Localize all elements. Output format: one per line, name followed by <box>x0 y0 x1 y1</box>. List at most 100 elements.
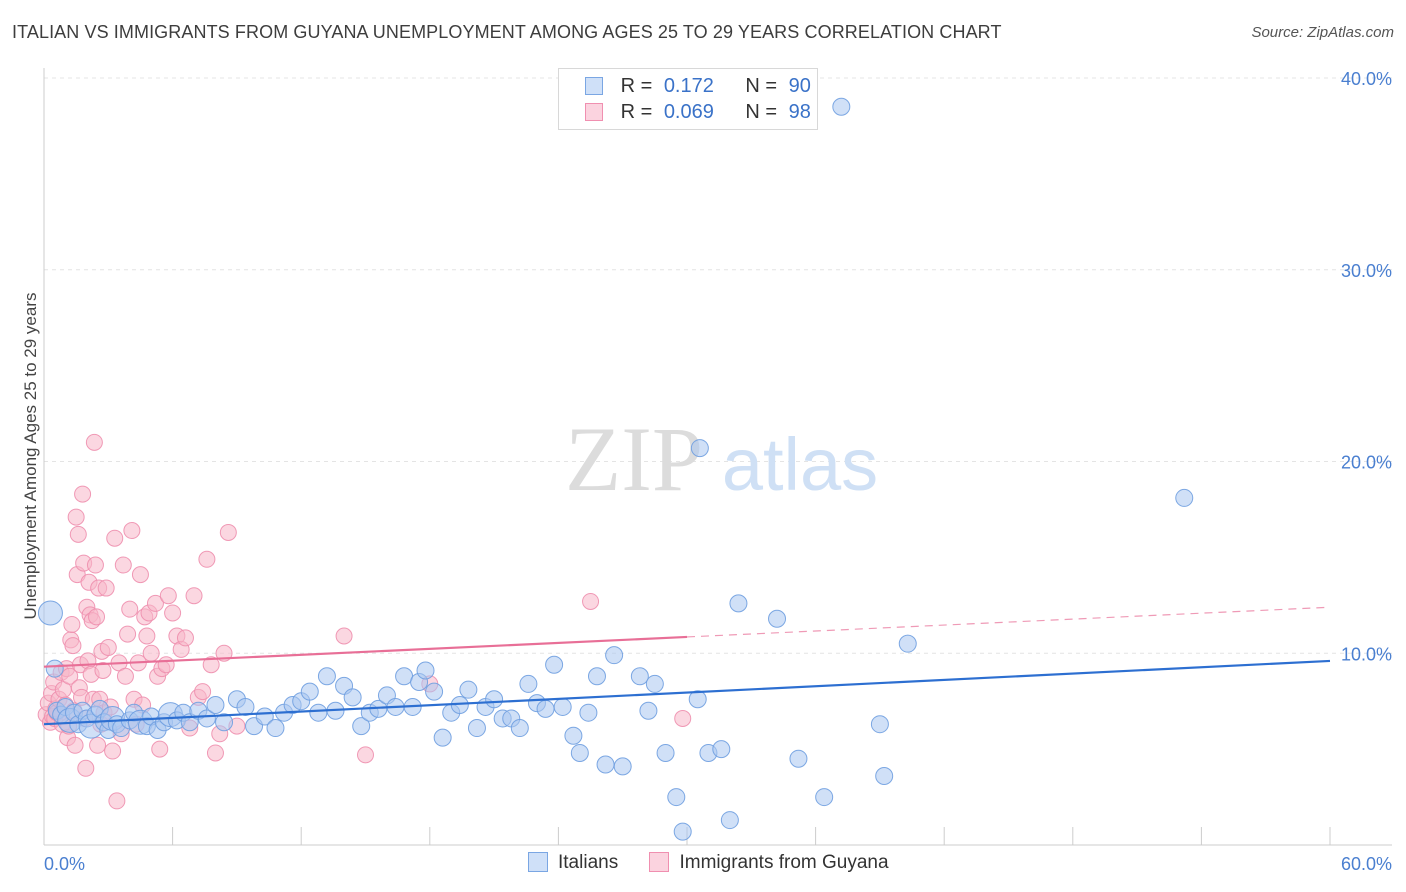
trend-line-guyana-extension <box>686 606 1331 638</box>
point-guyana <box>66 736 84 754</box>
point-italians <box>712 740 731 759</box>
legend-n-value: 98 <box>788 101 811 123</box>
point-guyana <box>335 627 353 645</box>
point-italians <box>1175 488 1194 507</box>
point-guyana <box>198 550 216 568</box>
x-tick-label: 60.0% <box>1341 854 1392 874</box>
point-italians <box>416 661 435 680</box>
point-italians <box>673 822 692 841</box>
point-guyana <box>104 742 122 760</box>
point-italians <box>587 667 606 686</box>
point-italians <box>553 697 572 716</box>
legend-swatch-italians <box>528 852 548 872</box>
point-italians <box>690 439 709 458</box>
point-guyana <box>85 433 103 451</box>
point-guyana <box>206 744 224 762</box>
point-italians <box>536 699 555 718</box>
point-guyana <box>108 792 126 810</box>
point-italians <box>519 674 538 693</box>
point-italians <box>395 667 414 686</box>
point-guyana <box>146 594 164 612</box>
point-italians <box>729 594 748 613</box>
legend-label-guyana: Immigrants from Guyana <box>679 852 889 873</box>
legend-row-italians: R = 0.172 N = 90 <box>585 75 811 103</box>
point-italians <box>37 600 63 626</box>
point-guyana <box>116 667 134 685</box>
point-guyana <box>176 629 194 647</box>
point-guyana <box>121 600 139 618</box>
trend-line-italians <box>43 659 1331 726</box>
legend-swatch-guyana <box>649 852 670 872</box>
point-guyana <box>77 759 95 777</box>
point-guyana <box>106 529 124 547</box>
point-italians <box>720 811 739 830</box>
point-guyana <box>69 525 87 543</box>
correlation-legend: R = 0.172 N = 90 R = 0.069 N = 98 <box>558 68 818 130</box>
watermark-atlas: atlas <box>722 423 878 506</box>
point-italians <box>343 688 362 707</box>
point-italians <box>832 97 851 116</box>
point-guyana <box>86 556 104 574</box>
point-italians <box>667 788 686 807</box>
legend-swatch-guyana <box>585 103 603 121</box>
y-axis-label: Unemployment Among Ages 25 to 29 years <box>21 293 40 620</box>
point-guyana <box>131 566 149 584</box>
point-italians <box>510 719 529 738</box>
point-italians <box>352 717 371 736</box>
x-tick-label: 0.0% <box>44 854 85 874</box>
point-guyana <box>159 587 177 605</box>
point-guyana <box>357 746 374 764</box>
point-guyana <box>138 627 156 645</box>
point-italians <box>815 788 834 807</box>
point-italians <box>467 719 486 738</box>
legend-n-value: 90 <box>788 75 811 97</box>
legend-r-label: R = <box>620 101 653 123</box>
point-italians <box>870 715 889 734</box>
point-guyana <box>89 736 107 754</box>
point-guyana <box>74 485 92 503</box>
y-tick-label: 10.0% <box>1341 644 1392 664</box>
point-italians <box>215 713 234 732</box>
legend-row-guyana: R = 0.069 N = 98 <box>585 101 811 129</box>
point-guyana <box>157 656 175 674</box>
point-italians <box>579 703 598 722</box>
legend-n-label: N = <box>745 101 778 123</box>
point-guyana <box>88 608 106 626</box>
trend-line-guyana <box>43 635 688 668</box>
point-italians <box>433 728 452 747</box>
legend-r-label: R = <box>620 75 653 97</box>
series-legend: Italians Immigrants from Guyana <box>528 852 915 874</box>
chart-title: ITALIAN VS IMMIGRANTS FROM GUYANA UNEMPL… <box>12 22 1002 42</box>
point-guyana <box>194 683 212 701</box>
point-guyana <box>67 508 85 526</box>
legend-item-italians: Italians <box>528 852 618 874</box>
watermark: ZIP atlas <box>565 408 878 510</box>
point-italians <box>688 690 707 709</box>
point-italians <box>236 697 255 716</box>
point-guyana <box>114 556 132 574</box>
point-italians <box>639 701 658 720</box>
point-italians <box>645 674 664 693</box>
point-italians <box>309 703 328 722</box>
y-tick-label: 40.0% <box>1341 69 1392 89</box>
point-italians <box>300 682 319 701</box>
point-guyana <box>142 644 160 662</box>
point-italians <box>317 667 336 686</box>
grid-lines <box>44 77 1392 654</box>
point-guyana <box>119 625 137 643</box>
point-italians <box>789 749 808 768</box>
legend-label-italians: Italians <box>558 852 619 873</box>
point-italians <box>596 755 615 774</box>
point-italians <box>485 690 504 709</box>
y-tick-label: 30.0% <box>1341 261 1392 281</box>
point-italians <box>459 680 478 699</box>
point-italians <box>45 659 64 678</box>
point-guyana <box>151 740 169 758</box>
legend-swatch-italians <box>585 77 603 95</box>
point-italians <box>656 743 675 762</box>
point-italians <box>564 726 583 745</box>
point-italians <box>545 655 564 674</box>
point-italians <box>613 757 632 776</box>
point-guyana <box>63 615 81 633</box>
